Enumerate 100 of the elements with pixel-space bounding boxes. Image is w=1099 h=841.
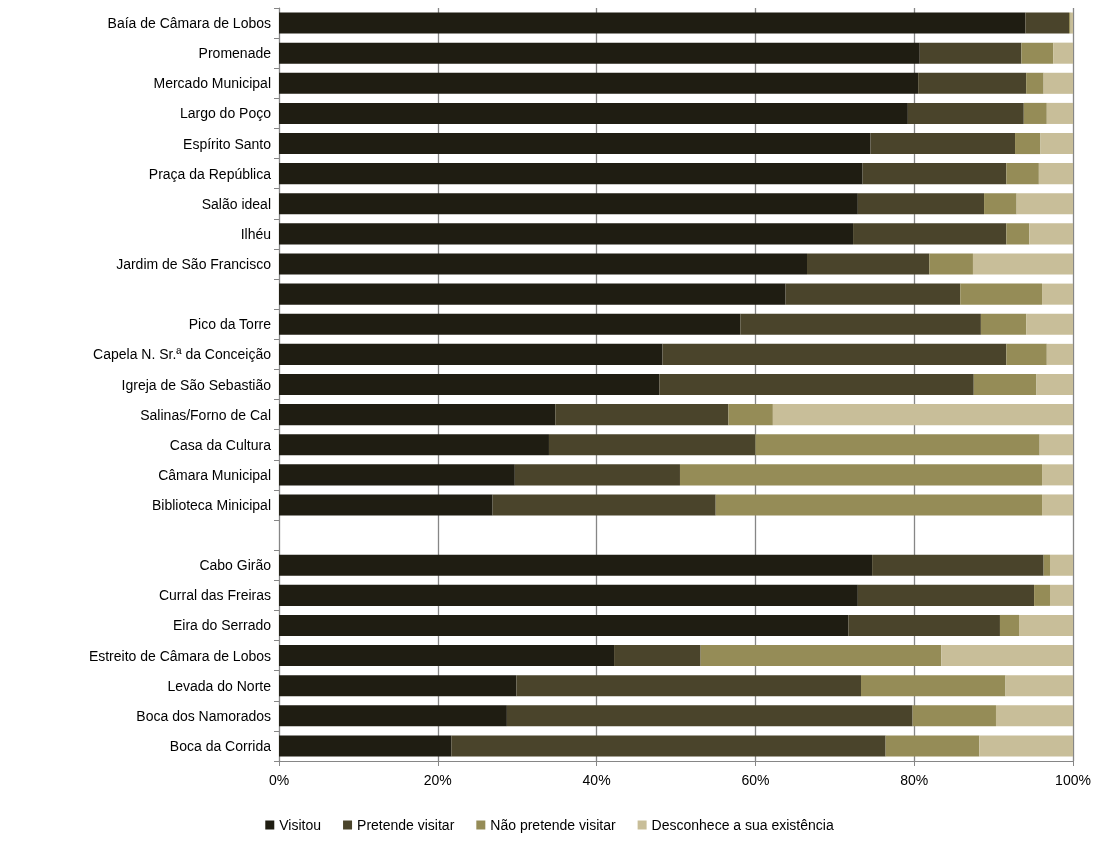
bar (870, 133, 1016, 155)
bar (1042, 494, 1073, 516)
y-tick-label: Levada do Norte (167, 677, 272, 694)
bar (912, 705, 996, 727)
bar (279, 12, 1026, 34)
bar (973, 373, 1037, 396)
legend-label: Não pretende visitar (490, 817, 616, 833)
bar (1006, 163, 1039, 185)
bar (1043, 554, 1050, 576)
bar (918, 72, 1027, 94)
y-tick-label: Boca dos Namorados (136, 707, 271, 724)
bar (929, 253, 973, 275)
bar (1042, 283, 1073, 305)
bar (279, 675, 517, 697)
bar (679, 464, 1043, 486)
bar (728, 404, 773, 426)
bar (279, 42, 920, 64)
y-tick-label: Salão ideal (201, 195, 271, 212)
bar (785, 283, 961, 305)
bar (492, 494, 716, 516)
bar (279, 283, 786, 305)
bar (857, 193, 985, 215)
bar (885, 735, 980, 757)
bar (1049, 584, 1073, 606)
x-tick-label: 20% (423, 772, 452, 788)
bar (279, 584, 858, 606)
y-tick-label: Estreito de Câmara de Lobos (88, 647, 271, 664)
bar (506, 705, 913, 727)
bar (1046, 343, 1073, 365)
y-tick-label: Boca da Corrida (169, 737, 272, 754)
bar (279, 313, 741, 335)
bar (1006, 343, 1047, 365)
bar (279, 494, 493, 516)
bar (807, 253, 930, 275)
bar (555, 404, 729, 426)
x-tick-label: 60% (741, 772, 770, 788)
bar (1036, 373, 1073, 396)
legend-label: Visitou (279, 817, 322, 833)
bar (279, 404, 556, 426)
x-tick-label: 40% (582, 772, 611, 788)
y-tick-label: Baía de Câmara de Lobos (107, 15, 271, 32)
y-tick-label: Cabo Girão (199, 557, 272, 574)
bar (1043, 72, 1073, 94)
y-tick-label: Mercado Municipal (153, 75, 271, 92)
bar (514, 464, 680, 486)
bar (548, 434, 756, 456)
bar (853, 223, 1007, 245)
x-tick-label: 100% (1055, 772, 1091, 788)
legend-label: Desconhece a sua existência (651, 817, 834, 833)
bar (1019, 614, 1073, 636)
bar (279, 614, 849, 636)
bar (279, 72, 919, 94)
y-tick-label: Espírito Santo (183, 135, 272, 152)
bar (279, 193, 858, 215)
y-tick-label: Pico da Torre (188, 316, 272, 333)
x-tick-label: 0% (268, 772, 290, 788)
bar (279, 102, 908, 124)
bar (715, 494, 1043, 516)
bar (279, 554, 873, 576)
y-tick-label: Eira do Serrado (172, 617, 272, 634)
bar (872, 554, 1044, 576)
bar (279, 163, 863, 185)
bar (659, 373, 974, 396)
bar (1040, 133, 1073, 155)
bar (995, 705, 1073, 727)
bar (662, 343, 1007, 365)
bar (861, 675, 1006, 697)
bar (279, 373, 660, 396)
bar (848, 614, 1000, 636)
bar (1029, 223, 1073, 245)
bar (1015, 133, 1041, 155)
bar (999, 614, 1020, 636)
bar (1026, 72, 1044, 94)
bar (862, 163, 1007, 185)
bar (972, 253, 1073, 275)
bar (279, 223, 854, 245)
bar (979, 735, 1073, 757)
bar (1046, 102, 1073, 124)
bar (700, 645, 942, 667)
bar (516, 675, 861, 697)
bar (279, 133, 871, 155)
bar (1006, 223, 1030, 245)
bar (1038, 163, 1073, 185)
bar (279, 464, 515, 486)
bar (919, 42, 1022, 64)
bar (1049, 554, 1073, 576)
bar (980, 313, 1027, 335)
bar (1016, 193, 1073, 215)
legend-label: Pretende visitar (357, 817, 455, 833)
bar (279, 705, 507, 727)
y-tick-label: Câmara Municipal (158, 466, 271, 483)
y-tick-label: Jardim de São Francisco (116, 256, 272, 273)
bar (279, 735, 452, 757)
bar (772, 404, 1073, 426)
bar (1034, 584, 1050, 606)
bar (279, 343, 663, 365)
bar (755, 434, 1040, 456)
bar (1005, 675, 1073, 697)
bar (960, 283, 1043, 305)
y-tick-label: Ilhéu (240, 225, 271, 242)
